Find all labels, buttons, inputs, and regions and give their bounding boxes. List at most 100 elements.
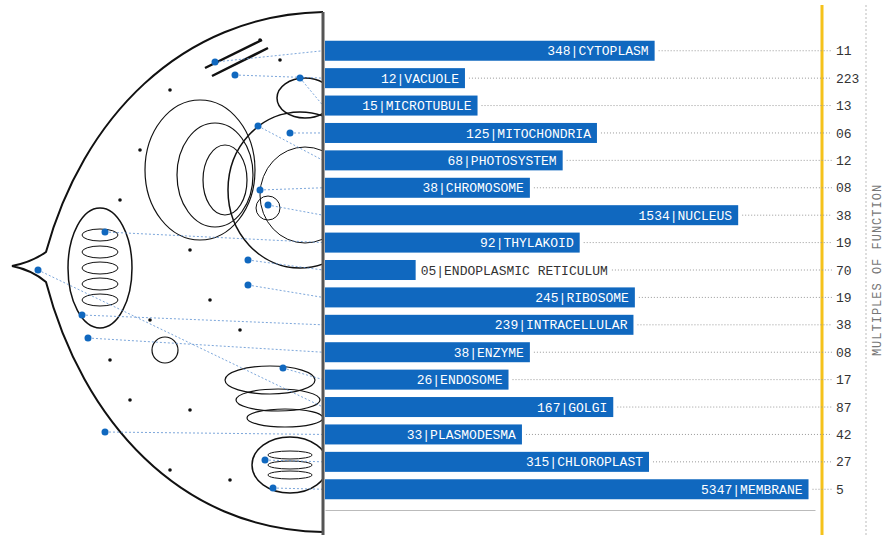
data-label: 5347|MEMBRANE	[701, 483, 803, 498]
data-label: 1534|NUCLEUS	[639, 209, 733, 224]
nucleolus	[256, 196, 280, 220]
bars	[325, 41, 809, 500]
separator: |	[436, 264, 444, 279]
value-label: 33	[407, 428, 423, 443]
separator: |	[422, 428, 430, 443]
value-label: 12	[381, 72, 397, 87]
mitochondrion	[277, 78, 323, 118]
center-line	[322, 12, 325, 535]
bar	[325, 479, 809, 499]
separator: |	[670, 209, 678, 224]
dotted-leader	[813, 489, 832, 490]
data-label: 239|INTRACELLULAR	[495, 318, 628, 333]
leader-line	[258, 126, 323, 160]
multiple-label: 38	[836, 209, 852, 224]
bar	[325, 123, 597, 143]
value-label: 38	[422, 181, 438, 196]
er-fold	[177, 123, 253, 227]
multiple-label: 17	[836, 373, 852, 388]
value-label: 315	[526, 455, 549, 470]
value-label: 15	[362, 99, 378, 114]
dotted-leader	[637, 324, 832, 325]
granule	[148, 318, 152, 322]
dotted-leader	[617, 407, 832, 408]
bar	[325, 287, 635, 307]
chloroplast-outline	[252, 437, 323, 493]
separator: |	[571, 44, 579, 59]
leader-dot	[245, 282, 252, 289]
leader-line	[248, 285, 323, 297]
background	[0, 0, 887, 537]
bar	[325, 260, 416, 280]
leader-dot	[245, 257, 252, 264]
separator: |	[559, 291, 567, 306]
leader-line	[38, 270, 323, 407]
multiple-label: 223	[836, 72, 859, 87]
multiple-label: 38	[836, 318, 852, 333]
bar	[325, 150, 563, 170]
thylakoid-stack	[82, 246, 118, 258]
leader-line	[82, 315, 323, 325]
dotted-leader	[659, 50, 832, 51]
leader-dot	[79, 312, 86, 319]
leader-dot	[85, 335, 92, 342]
category-label: PHOTOSYSTEM	[471, 154, 557, 169]
separator: |	[438, 181, 446, 196]
dotted-leader	[469, 78, 832, 79]
data-label: 12|VACUOLE	[381, 72, 459, 87]
granule	[188, 408, 192, 412]
leader-dot	[297, 75, 304, 82]
thylakoid-stack	[82, 278, 118, 290]
bar	[325, 205, 738, 225]
leader-line	[105, 232, 323, 243]
category-label: ENDOSOME	[440, 373, 503, 388]
dotted-leader	[526, 434, 832, 435]
value-label: 125	[466, 127, 489, 142]
separator: |	[469, 346, 477, 361]
category-label: CHLOROPLAST	[557, 455, 643, 470]
dotted-leader	[482, 105, 832, 106]
separator: |	[490, 127, 498, 142]
bar	[325, 41, 655, 61]
category-label: INTRACELLULAR	[526, 318, 628, 333]
bar	[325, 233, 580, 253]
vesicle	[152, 337, 178, 363]
right-title: MULTIPLES OF FUNCTION	[871, 184, 885, 356]
granule	[238, 328, 242, 332]
data-label: 125|MITOCHONDRIA	[466, 127, 591, 142]
leader-dot	[232, 72, 239, 79]
leader-line	[235, 75, 323, 78]
granule	[228, 478, 232, 482]
dotted-leader	[534, 187, 832, 188]
multiple-label: 19	[836, 291, 852, 306]
leaders	[35, 51, 324, 492]
separator: |	[732, 483, 740, 498]
bar	[325, 397, 613, 417]
right-rule	[866, 5, 867, 535]
granule	[188, 248, 192, 252]
multiple-label: 12	[836, 154, 852, 169]
granule	[168, 88, 172, 92]
dotted-leader	[567, 160, 832, 161]
multiple-label: 11	[836, 44, 852, 59]
dotted-leader	[653, 461, 832, 462]
multiple-label: 08	[836, 181, 852, 196]
chart: 348|CYTOPLASM1112|VACUOLE22315|MICROTUBU…	[0, 0, 887, 537]
data-label: 68|PHOTOSYSTEM	[447, 154, 556, 169]
leader-dot	[102, 229, 109, 236]
category-label: ENDOPLASMIC RETICULUM	[444, 264, 608, 279]
separator: |	[549, 455, 557, 470]
multiple-label: 42	[836, 428, 852, 443]
leader-line	[300, 78, 323, 106]
granule	[108, 358, 112, 362]
er-fold	[203, 145, 247, 215]
bar	[325, 96, 478, 116]
value-label: 05	[421, 264, 437, 279]
category-label: VACUOLE	[404, 72, 459, 87]
thylakoid-stack	[268, 471, 312, 479]
dotted-leader	[601, 132, 832, 133]
value-label: 348	[547, 44, 570, 59]
multiple-label: 27	[836, 455, 852, 470]
separator: |	[496, 236, 504, 251]
category-label: MEMBRANE	[740, 483, 803, 498]
